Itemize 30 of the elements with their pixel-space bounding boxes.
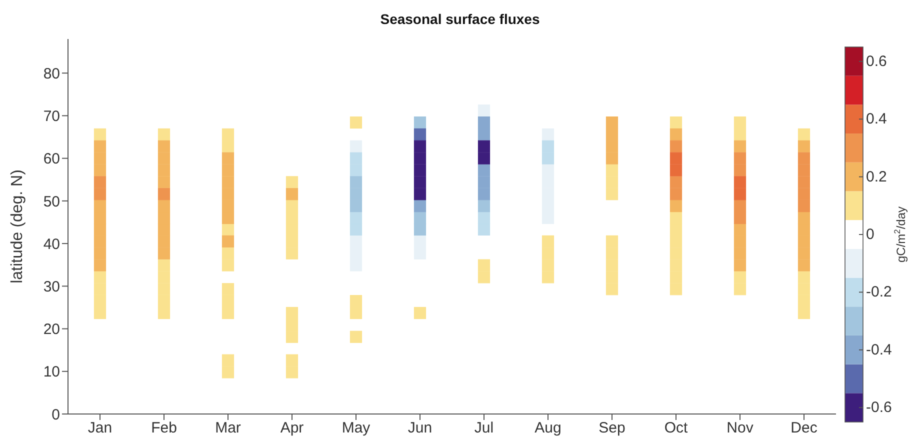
y-tick-label: 30: [43, 278, 60, 296]
x-tick-label: Apr: [280, 420, 304, 437]
y-tick-label: 20: [43, 321, 60, 338]
color-bar-label: 0.4: [866, 110, 887, 128]
x-tick-label: Dec: [790, 420, 818, 437]
y-tick-label: 80: [43, 65, 60, 82]
y-tick-label: 0: [52, 406, 60, 424]
color-bar-label: 0: [866, 226, 874, 243]
x-tick-label: Jan: [88, 420, 112, 437]
x-tick-label: Aug: [534, 420, 562, 437]
color-bar-label: -0.4: [866, 341, 892, 358]
x-tick-label: Oct: [664, 420, 688, 437]
y-tick-label: 70: [43, 108, 60, 126]
color-bar-label: 0.6: [866, 52, 887, 70]
x-tick-label: May: [342, 420, 371, 437]
y-tick-label: 40: [43, 236, 60, 253]
x-tick-label: Mar: [215, 420, 241, 437]
color-bar-label: 0.2: [866, 168, 887, 186]
y-tick-label: 50: [43, 193, 60, 210]
x-tick-label: Nov: [726, 420, 754, 437]
x-tick-label: Jul: [474, 420, 494, 437]
x-tick-label: Jun: [408, 420, 432, 437]
x-tick-label: Feb: [151, 420, 177, 437]
chart-title: Seasonal surface fluxes: [379, 11, 541, 27]
y-tick-label: 60: [43, 150, 60, 168]
y-tick-label: 10: [43, 364, 60, 381]
color-bar-label: -0.2: [866, 284, 892, 301]
color-bar-label: -0.6: [866, 399, 892, 416]
x-tick-label: Sep: [598, 420, 626, 437]
y-axis-title: latitude (deg. N): [9, 170, 26, 284]
